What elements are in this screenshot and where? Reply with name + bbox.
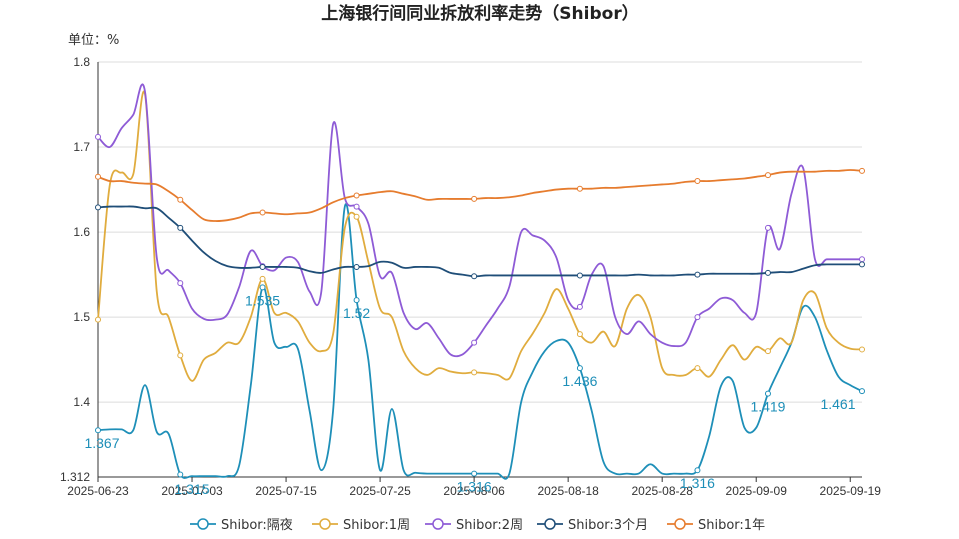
- y-tick-label: 1.6: [73, 225, 90, 239]
- x-tick-label: 2025-08-06: [443, 484, 505, 498]
- data-point-marker: [471, 369, 478, 376]
- data-point-marker: [694, 365, 701, 372]
- data-labels: 1.367 1.315 1.535 1.52 1.316 1.436 1.316 1.419 1…: [84, 292, 855, 497]
- x-tick-label: 2025-09-09: [726, 484, 788, 498]
- data-point-marker: [576, 303, 583, 310]
- x-tick-label: 2025-09-19: [820, 484, 882, 498]
- legend-marker-0: [197, 518, 209, 530]
- data-label: 1.52: [343, 305, 370, 321]
- data-point-marker: [177, 352, 184, 359]
- chart-title: 上海银行间同业拆放利率走势（Shibor）: [321, 3, 638, 24]
- legend: Shibor:隔夜 Shibor:1周 Shibor:2周 Shibor:3个月 Shi…: [190, 518, 765, 533]
- data-point-marker: [353, 263, 360, 270]
- unit-label: 单位：%: [68, 33, 119, 48]
- data-point-marker: [859, 388, 865, 395]
- legend-label-2: Shibor:2周: [456, 518, 523, 533]
- data-point-marker: [764, 172, 771, 179]
- legend-label-0: Shibor:隔夜: [221, 518, 293, 533]
- data-label: 1.367: [84, 435, 119, 451]
- data-label: 1.316: [457, 479, 492, 495]
- data-point-marker: [95, 316, 101, 323]
- data-point-marker: [353, 213, 360, 220]
- data-point-marker: [95, 133, 101, 140]
- legend-marker-2: [432, 518, 444, 530]
- data-point-marker: [859, 261, 865, 268]
- x-tick-label: 2025-07-15: [255, 484, 317, 498]
- data-point-marker: [259, 275, 266, 282]
- y-tick-label: 1.312: [60, 470, 90, 484]
- data-point-marker: [177, 224, 184, 231]
- x-tick-label: 2025-08-28: [631, 484, 693, 498]
- series-line-0: [97, 203, 863, 480]
- data-point-marker: [471, 273, 478, 280]
- legend-marker-1: [319, 518, 331, 530]
- x-tick-label: 2025-08-18: [537, 484, 599, 498]
- y-tick-label: 1.5: [73, 310, 90, 324]
- series-lines: [95, 83, 865, 480]
- data-point-marker: [177, 196, 184, 203]
- data-point-marker: [353, 297, 360, 304]
- data-point-marker: [694, 271, 701, 278]
- data-point-marker: [576, 272, 583, 279]
- y-tick-label: 1.8: [73, 55, 90, 69]
- data-point-marker: [471, 470, 478, 477]
- series-line-1: [97, 90, 863, 382]
- data-point-marker: [95, 204, 101, 211]
- data-label: 1.436: [562, 373, 597, 389]
- data-point-marker: [177, 471, 184, 478]
- data-label: 1.316: [680, 475, 715, 491]
- grid-lines: [98, 61, 862, 478]
- data-label: 1.419: [750, 399, 785, 415]
- data-point-marker: [259, 209, 266, 216]
- data-point-marker: [95, 427, 101, 434]
- data-point-marker: [353, 192, 360, 199]
- data-point-marker: [694, 314, 701, 321]
- data-point-marker: [859, 346, 865, 353]
- y-tick-label: 1.7: [73, 140, 90, 154]
- data-point-marker: [471, 195, 478, 202]
- legend-label-3: Shibor:3个月: [568, 518, 648, 533]
- data-point-marker: [177, 280, 184, 287]
- data-point-marker: [259, 263, 266, 270]
- data-point-marker: [859, 167, 865, 174]
- data-label: 1.535: [245, 292, 280, 308]
- data-point-marker: [576, 185, 583, 192]
- data-point-marker: [95, 173, 101, 180]
- data-point-marker: [259, 284, 266, 291]
- legend-marker-3: [544, 518, 556, 530]
- data-point-marker: [471, 339, 478, 346]
- x-tick-label: 2025-06-23: [67, 484, 129, 498]
- data-label: 1.315: [175, 481, 210, 497]
- data-point-marker: [764, 269, 771, 276]
- data-point-marker: [576, 331, 583, 338]
- data-label: 1.461: [820, 396, 855, 412]
- data-point-marker: [576, 365, 583, 372]
- data-point-marker: [694, 467, 701, 474]
- x-tick-label: 2025-07-03: [161, 484, 223, 498]
- data-point-marker: [764, 224, 771, 231]
- legend-label-1: Shibor:1周: [343, 518, 410, 533]
- data-point-marker: [859, 256, 865, 263]
- data-point-marker: [764, 390, 771, 397]
- data-point-marker: [694, 178, 701, 185]
- data-point-marker: [764, 348, 771, 355]
- x-tick-label: 2025-07-25: [349, 484, 411, 498]
- series-line-3: [97, 205, 862, 278]
- y-tick-label: 1.4: [73, 395, 90, 409]
- legend-label-4: Shibor:1年: [698, 518, 765, 533]
- series-line-4: [97, 169, 863, 222]
- data-point-marker: [353, 203, 360, 210]
- legend-marker-4: [674, 518, 686, 530]
